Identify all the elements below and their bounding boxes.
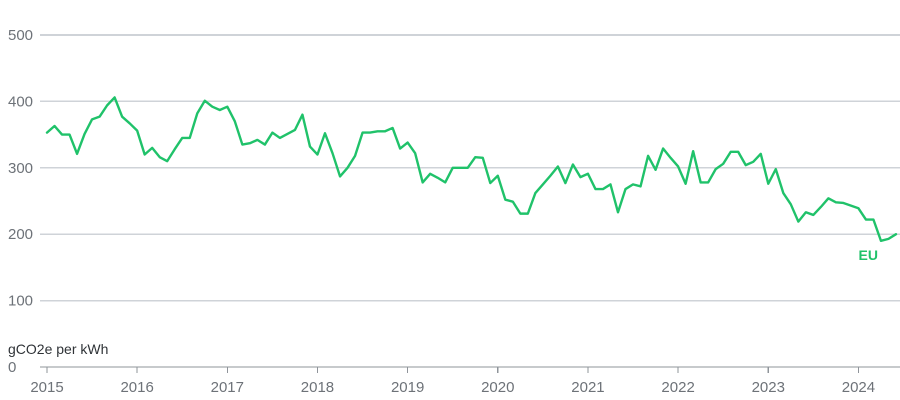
axis-layer: 0 100 200 300 400 500 2015 2016 2017 2018 2019 2020… (8, 27, 900, 396)
x-tick-label: 2018 (301, 379, 334, 396)
y-axis-unit-label: gCO2e per kWh (8, 341, 108, 357)
x-tick-label: 2019 (391, 379, 424, 396)
x-tick-label: 2017 (211, 379, 244, 396)
y-tick-label: 400 (8, 93, 33, 110)
grid-layer (40, 34, 900, 302)
x-tick-label: 2015 (30, 379, 63, 396)
y-tick-label: 0 (8, 359, 16, 376)
series-layer: EU (45, 96, 898, 263)
x-tick-label: 2023 (752, 379, 785, 396)
series-line-eu (45, 96, 898, 243)
y-tick-label: 300 (8, 160, 33, 177)
x-tick-label: 2016 (120, 379, 153, 396)
x-tick-label: 2020 (481, 379, 514, 396)
y-tick-label: 100 (8, 293, 33, 310)
x-tick-label: 2021 (571, 379, 604, 396)
series-label-eu: EU (859, 247, 878, 263)
y-tick-label: 200 (8, 226, 33, 243)
x-tick-label: 2024 (842, 379, 875, 396)
x-tick-label: 2022 (661, 379, 694, 396)
y-tick-label: 500 (8, 27, 33, 44)
